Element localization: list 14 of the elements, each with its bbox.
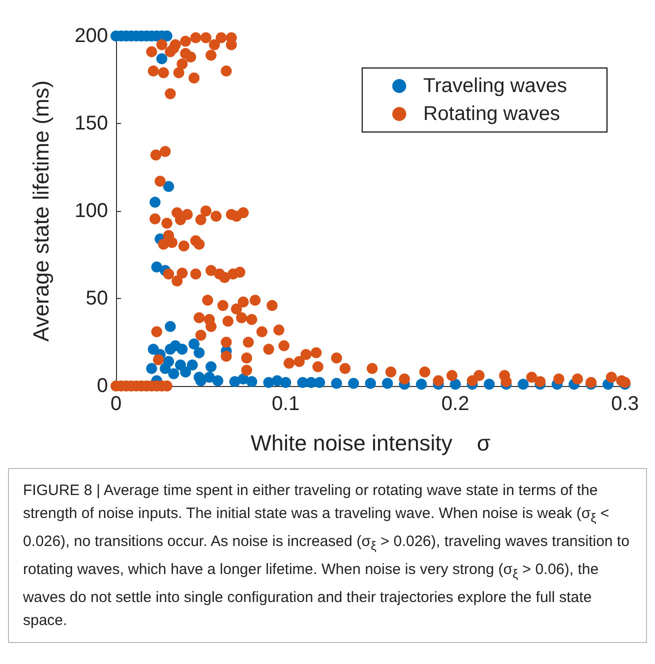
- y-axis-title: Average state lifetime (ms): [28, 80, 54, 342]
- x-axis-title: White noise intensity σ: [250, 430, 491, 456]
- text: FIGURE 8 | Average time spent in either traveling or rotating wave state in terms of the strength of noise inputs. The initial state was a traveling wave. When noise is weak (σ$_{ξ}$ < 0.026), no transitions occur. As noise is increased (σ$_{ξ}$ > 0.026), traveling waves transition to rotating waves, which have a longer lifetime. When noise is very strong (σ$_{ξ}$ > 0.06), the waves do not settle into single configuration and their trajectories explore the full state space.: [23, 482, 630, 629]
- x-tick-label: 0: [110, 393, 122, 415]
- y-tick-label: 200: [74, 25, 108, 47]
- x-tick-label: 0.2: [441, 393, 470, 415]
- legend-label: Traveling waves: [423, 75, 568, 97]
- x-tick-label: 0.3: [611, 393, 639, 415]
- x-tick-label: 0.1: [272, 393, 300, 415]
- y-tick-label: 150: [74, 112, 108, 134]
- y-tick-label: 50: [86, 288, 108, 310]
- y-tick-label: 0: [96, 375, 108, 397]
- legend-label: Rotating waves: [423, 103, 560, 125]
- y-tick-label: 100: [74, 200, 108, 222]
